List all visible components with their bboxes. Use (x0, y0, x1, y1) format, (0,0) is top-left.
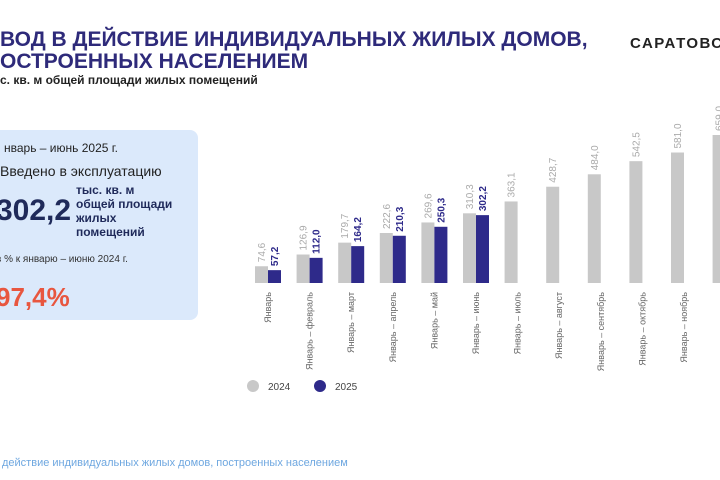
legend-swatch (247, 380, 259, 392)
x-tick-label: Январь – июнь (471, 292, 481, 355)
bar (712, 135, 720, 283)
bar (671, 152, 684, 283)
bar (351, 246, 365, 283)
x-tick-label: Январь – сентябрь (596, 292, 606, 371)
value-label: 269,6 (423, 193, 434, 218)
panel-value: 302,2 (0, 194, 71, 227)
panel-unit: общей площади (76, 197, 172, 211)
x-tick-label: Январь – февраль (305, 292, 315, 370)
x-tick-label: Январь – июль (513, 292, 523, 355)
title: ОСТРОЕННЫХ НАСЕЛЕНИЕМ (0, 50, 308, 73)
x-tick-label: Январь – апрель (388, 292, 398, 363)
x-tick-label: Январь – ноябрь (679, 292, 689, 363)
panel-unit: тыс. кв. м (76, 183, 135, 197)
x-tick-label: Январь – май (429, 292, 439, 349)
bar (629, 161, 643, 283)
panel-unit: жилых (75, 211, 117, 225)
bar (338, 242, 352, 283)
panel-unit: помещений (76, 225, 145, 239)
panel-period: нварь – июнь 2025 г. (4, 141, 118, 155)
value-label: 210,3 (395, 206, 406, 231)
bar (434, 226, 448, 283)
bar (296, 254, 310, 283)
value-label: 179,7 (340, 213, 351, 238)
value-label: 363,1 (507, 172, 518, 197)
value-label: 581,0 (673, 123, 684, 148)
value-label: 302,2 (478, 186, 489, 211)
bar (255, 266, 268, 283)
bar (587, 174, 601, 283)
subtitle: с. кв. м общей площади жилых помещений (0, 73, 258, 87)
legend-label: 2025 (335, 382, 358, 393)
x-tick-label: Январь – март (346, 292, 356, 353)
value-label: 310,3 (465, 184, 476, 209)
bar (379, 233, 393, 283)
bar (268, 270, 281, 283)
bar (463, 213, 476, 283)
bar (392, 235, 406, 283)
value-label: 428,7 (548, 157, 559, 182)
value-label: 484,0 (590, 145, 601, 170)
value-label: 250,3 (436, 197, 447, 222)
value-label: 542,5 (631, 132, 642, 157)
value-label: 126,9 (299, 225, 310, 250)
bar (476, 215, 489, 283)
bar (546, 186, 560, 283)
x-tick-label: Январь – август (554, 292, 564, 359)
value-label: 112,0 (312, 229, 323, 254)
value-label: 164,2 (353, 217, 364, 242)
logo: САРАТОВС (630, 35, 720, 52)
bar (309, 257, 323, 283)
bar (504, 201, 518, 283)
legend-label: 2024 (268, 382, 291, 393)
value-label: 74,6 (257, 242, 268, 262)
footer: действие индивидуальных жилых домов, пос… (2, 457, 348, 469)
value-label: 222,6 (382, 204, 393, 229)
info-panel (0, 130, 198, 320)
x-tick-label: Январь – октябрь (637, 292, 647, 366)
value-label: 659,0 (715, 106, 720, 131)
title: ВОД В ДЕЙСТВИЕ ИНДИВИДУАЛЬНЫХ ЖИЛЫХ ДОМО… (0, 27, 588, 51)
panel-compare: в % к январю – июню 2024 г. (0, 254, 128, 265)
x-tick-label: Январь (263, 292, 273, 323)
panel-percent: 97,4% (0, 282, 70, 312)
panel-caption: Введено в эксплуатацию (0, 163, 162, 179)
value-label: 57,2 (270, 246, 281, 266)
bar (421, 222, 435, 283)
legend-swatch (314, 380, 326, 392)
